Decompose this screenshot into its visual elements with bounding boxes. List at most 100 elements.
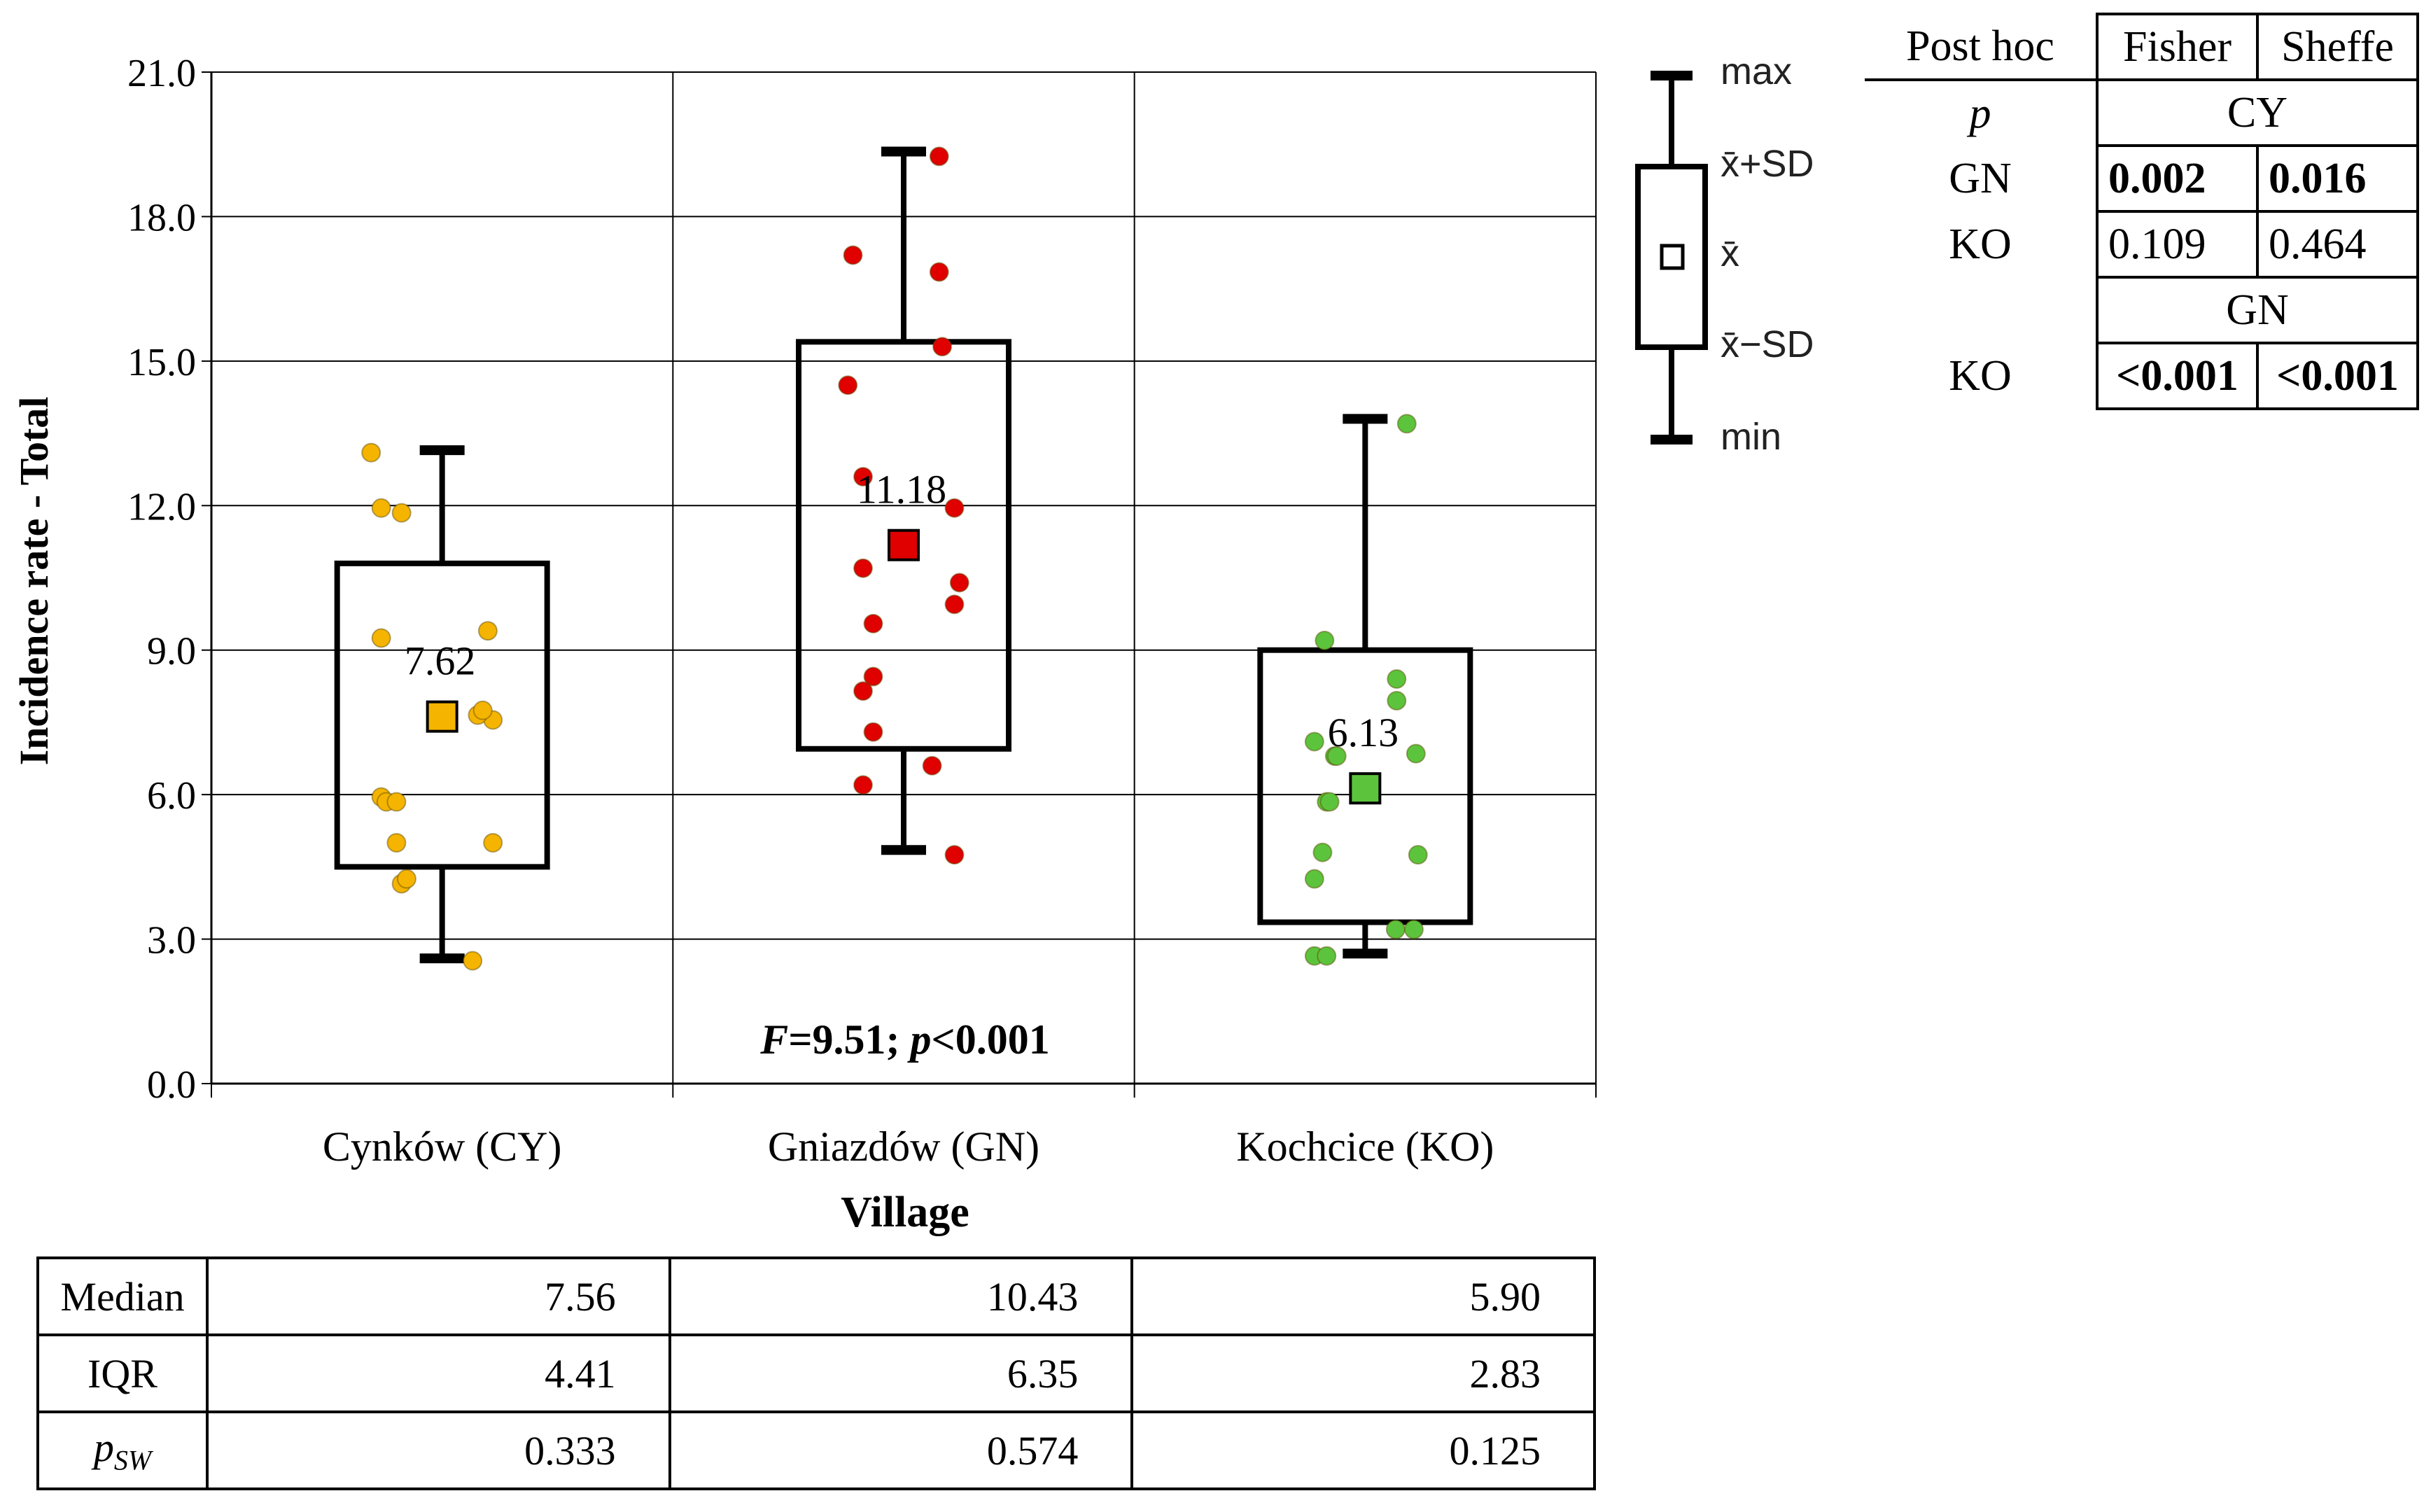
data-point <box>929 262 949 282</box>
posthoc-col-sheffe: Sheffe <box>2256 13 2419 81</box>
table-row: IQR 4.41 6.35 2.83 <box>36 1334 1596 1413</box>
sd-box <box>1257 647 1473 925</box>
data-point <box>843 245 863 265</box>
mean-label: 7.62 <box>405 638 476 684</box>
y-axis-ticks: 0.0 3.0 6.0 9.0 12.0 15.0 18.0 21.0 <box>127 52 196 1107</box>
posthoc-group-gn: GN <box>2096 277 2419 343</box>
row-label-median: Median <box>36 1256 209 1336</box>
legend-mean-minus-sd-label: x̄−SD <box>1721 323 1814 365</box>
data-point <box>371 628 391 648</box>
table-row: GN 0.002 0.016 <box>1865 144 2419 213</box>
table-cell: 2.83 <box>1130 1334 1596 1413</box>
posthoc-group-cy: CY <box>2096 80 2419 146</box>
data-point <box>1387 690 1407 710</box>
legend-mean-label: x̄ <box>1721 232 1739 274</box>
data-point <box>853 775 873 795</box>
data-point <box>1406 743 1426 764</box>
table-row: pSW 0.333 0.574 0.125 <box>36 1410 1596 1490</box>
legend-mean-marker <box>1660 244 1685 270</box>
table-row: p CY <box>1865 80 2419 146</box>
posthoc-table: Post hoc Fisher Sheffe p CY GN 0.002 0.0… <box>1865 13 2419 410</box>
data-point <box>386 832 407 853</box>
table-cell: 0.125 <box>1130 1410 1596 1490</box>
data-point <box>1396 414 1417 434</box>
data-point <box>1385 919 1406 939</box>
data-point <box>838 375 858 396</box>
table-cell: 5.90 <box>1130 1256 1596 1336</box>
posthoc-cell: 0.464 <box>2256 210 2419 279</box>
data-point <box>1317 946 1337 966</box>
table-cell: 6.35 <box>668 1334 1134 1413</box>
legend-max-label: max <box>1721 50 1792 92</box>
posthoc-spacer <box>1865 277 2097 343</box>
data-point <box>1304 732 1324 752</box>
data-point <box>944 845 965 865</box>
psw-subscript: SW <box>113 1444 152 1476</box>
mean-marker <box>888 528 920 561</box>
data-point <box>1408 845 1428 865</box>
table-row: KO <0.001 <0.001 <box>1865 342 2419 410</box>
legend-mean-plus-sd-label: x̄+SD <box>1721 143 1814 185</box>
y-tick-label: 3.0 <box>147 919 196 962</box>
data-point <box>1403 919 1424 939</box>
data-point <box>1387 669 1407 689</box>
box-plot-chart: 0.0 3.0 6.0 9.0 12.0 15.0 18.0 21.0 7.62 Cynków … <box>11 50 1814 1236</box>
data-point <box>853 681 873 701</box>
plot-area: 7.62 Cynków (CY) 11.18 Gniazdów (GN) 6.13 Koc… <box>323 146 1494 1170</box>
gridlines <box>202 71 1597 1098</box>
data-point <box>944 594 965 615</box>
data-point <box>477 621 498 641</box>
mean-marker <box>1349 772 1382 805</box>
table-row: Median 7.56 10.43 5.90 <box>36 1256 1596 1336</box>
data-point <box>361 442 381 463</box>
posthoc-row-label: KO <box>1949 351 2012 400</box>
y-tick-label: 9.0 <box>147 630 196 673</box>
mean-label: 6.13 <box>1328 710 1399 755</box>
sd-box <box>796 339 1011 752</box>
data-point <box>391 503 412 523</box>
legend: max x̄+SD x̄ x̄−SD min <box>1635 50 1814 458</box>
posthoc-cell: 0.002 <box>2096 144 2259 213</box>
y-tick-label: 0.0 <box>147 1063 196 1107</box>
x-category-label: Gniazdów (GN) <box>768 1124 1039 1170</box>
row-label-psw: pSW <box>36 1410 209 1490</box>
x-axis-label: Village <box>841 1189 969 1236</box>
anova-annotation: F=9.51; p<0.001 <box>759 1016 1049 1063</box>
data-point <box>932 337 953 357</box>
legend-min-label: min <box>1721 416 1781 458</box>
psw-main: p <box>93 1424 114 1471</box>
y-axis-label: Incidence rate - Total <box>11 397 57 766</box>
p-symbol: p <box>1969 89 1991 137</box>
data-point <box>483 832 503 853</box>
posthoc-cell: 0.109 <box>2096 210 2259 279</box>
table-row: KO 0.109 0.464 <box>1865 210 2419 279</box>
data-point <box>863 666 883 687</box>
mean-marker <box>426 700 458 733</box>
data-point <box>922 755 942 776</box>
table-cell: 10.43 <box>668 1256 1134 1336</box>
table-cell: 7.56 <box>206 1256 671 1336</box>
data-point <box>371 498 391 518</box>
row-label-iqr: IQR <box>36 1334 209 1413</box>
y-tick-label: 21.0 <box>127 52 196 95</box>
posthoc-cell: 0.016 <box>2256 144 2419 213</box>
data-point <box>463 951 483 971</box>
statistics-table: Median 7.56 10.43 5.90 IQR 4.41 6.35 2.8… <box>36 1256 1596 1490</box>
data-point <box>1315 630 1335 650</box>
posthoc-title: Post hoc <box>1865 14 2097 81</box>
data-point <box>1304 869 1324 889</box>
table-cell: 0.333 <box>206 1410 671 1490</box>
y-tick-label: 15.0 <box>127 341 196 384</box>
table-row: GN <box>1865 277 2419 343</box>
x-category-label: Cynków (CY) <box>323 1124 562 1170</box>
data-point <box>1319 792 1340 812</box>
table-cell: 0.574 <box>668 1410 1134 1490</box>
table-cell: 4.41 <box>206 1334 671 1413</box>
posthoc-col-fisher: Fisher <box>2096 13 2259 81</box>
y-tick-label: 6.0 <box>147 774 196 818</box>
data-point <box>929 146 949 167</box>
data-point <box>944 498 965 518</box>
posthoc-cell: <0.001 <box>2256 342 2419 410</box>
y-tick-label: 12.0 <box>127 485 196 528</box>
posthoc-p-label: p <box>1865 80 2097 146</box>
